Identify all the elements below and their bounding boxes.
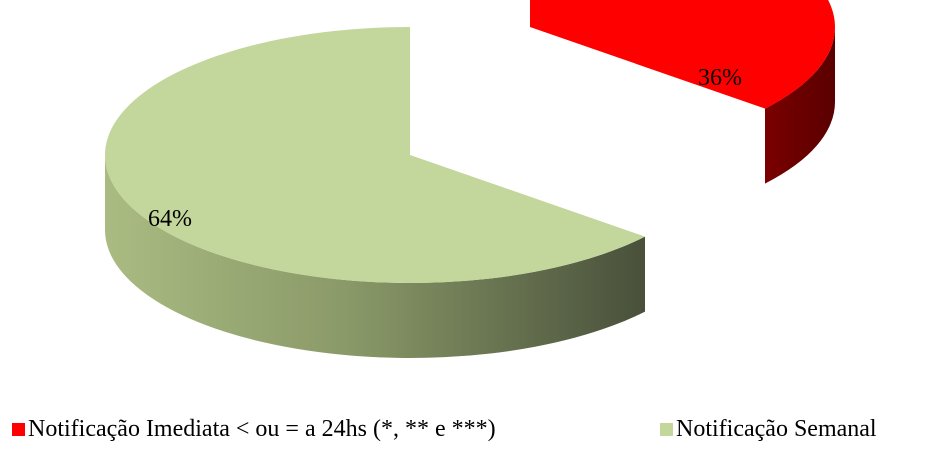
slice-immediate [530, 0, 835, 184]
legend-item-weekly: Notificação Semanal [660, 416, 877, 443]
slice-immediate-side [765, 27, 835, 184]
legend: Notificação Imediata < ou = a 24hs (*, *… [0, 416, 929, 452]
data-label-immediate: 36% [698, 65, 742, 91]
pie-chart-canvas: 36% 64% [104, 0, 835, 358]
data-label-weekly: 64% [148, 206, 192, 232]
legend-label-weekly: Notificação Semanal [676, 416, 877, 442]
legend-swatch-red [12, 423, 25, 436]
legend-label-immediate: Notificação Imediata < ou = a 24hs (*, *… [28, 416, 496, 442]
slice-weekly-side [105, 155, 646, 358]
legend-item-immediate: Notificação Imediata < ou = a 24hs (*, *… [12, 416, 496, 443]
slice-weekly [104, 27, 646, 358]
slice-weekly-top [104, 27, 646, 283]
slice-immediate-top [530, 0, 835, 109]
legend-swatch-green [660, 423, 673, 436]
